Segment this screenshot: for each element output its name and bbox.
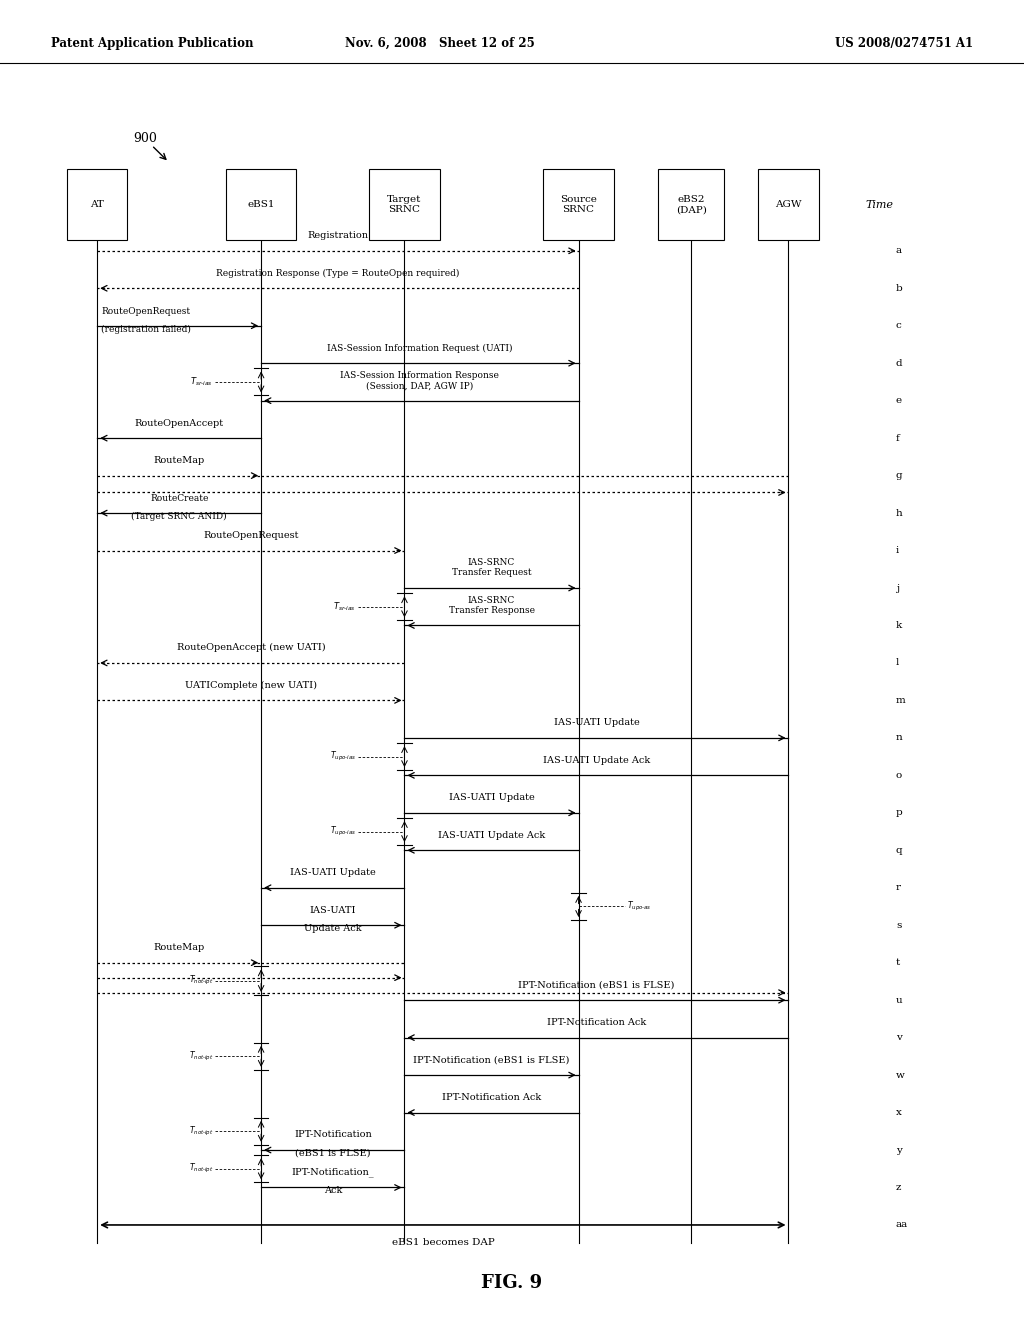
Text: RouteCreate: RouteCreate	[150, 494, 209, 503]
Text: l: l	[896, 659, 899, 668]
Text: i: i	[896, 546, 899, 554]
Text: Update Ack: Update Ack	[304, 924, 361, 933]
Text: Ack: Ack	[324, 1187, 342, 1195]
Text: $T_{not\text{-}ipt}$: $T_{not\text{-}ipt}$	[188, 1162, 213, 1175]
Text: AT: AT	[90, 201, 104, 209]
Text: y: y	[896, 1146, 902, 1155]
Text: eBS1 becomes DAP: eBS1 becomes DAP	[391, 1238, 495, 1247]
Text: $T_{not\text{-}ipt}$: $T_{not\text{-}ipt}$	[188, 974, 213, 987]
Text: FIG. 9: FIG. 9	[481, 1274, 543, 1292]
Text: eBS1: eBS1	[248, 201, 274, 209]
Text: eBS2
(DAP): eBS2 (DAP)	[676, 195, 707, 214]
Text: RouteOpenRequest: RouteOpenRequest	[101, 308, 190, 317]
Text: e: e	[896, 396, 902, 405]
Text: IAS-SRNC
Transfer Response: IAS-SRNC Transfer Response	[449, 595, 535, 615]
Text: u: u	[896, 995, 902, 1005]
Text: p: p	[896, 808, 903, 817]
Text: IAS-UATI Update: IAS-UATI Update	[290, 869, 376, 878]
Text: r: r	[896, 883, 901, 892]
Text: RouteOpenAccept (new UATI): RouteOpenAccept (new UATI)	[176, 643, 326, 652]
Text: US 2008/0274751 A1: US 2008/0274751 A1	[835, 37, 973, 50]
Text: RouteMap: RouteMap	[154, 942, 205, 952]
Text: IPT-Notification (eBS1 is FLSE): IPT-Notification (eBS1 is FLSE)	[414, 1056, 569, 1064]
Text: IAS-UATI Update: IAS-UATI Update	[449, 793, 535, 803]
Text: s: s	[896, 921, 901, 929]
Text: Target
SRNC: Target SRNC	[387, 195, 422, 214]
Text: IPT-Notification_: IPT-Notification_	[292, 1167, 374, 1177]
Text: Registration: Registration	[307, 231, 369, 240]
FancyBboxPatch shape	[543, 169, 613, 240]
Text: UATIComplete (new UATI): UATIComplete (new UATI)	[185, 681, 316, 690]
Text: IAS-SRNC
Transfer Request: IAS-SRNC Transfer Request	[452, 558, 531, 577]
Text: $T_{sr\text{-}ias}$: $T_{sr\text{-}ias}$	[334, 601, 356, 612]
Text: w: w	[896, 1071, 905, 1080]
Text: IAS-UATI: IAS-UATI	[309, 906, 356, 915]
Text: m: m	[896, 696, 906, 705]
FancyBboxPatch shape	[758, 169, 819, 240]
Text: aa: aa	[896, 1221, 908, 1229]
Text: v: v	[896, 1034, 902, 1041]
Text: IPT-Notification Ack: IPT-Notification Ack	[547, 1018, 646, 1027]
Text: z: z	[896, 1183, 901, 1192]
Text: IPT-Notification Ack: IPT-Notification Ack	[442, 1093, 541, 1102]
Text: f: f	[896, 434, 900, 442]
Text: IPT-Notification: IPT-Notification	[294, 1130, 372, 1139]
Text: q: q	[896, 846, 902, 855]
Text: a: a	[896, 247, 902, 255]
Text: n: n	[896, 734, 903, 742]
Text: Source
SRNC: Source SRNC	[560, 195, 597, 214]
Text: j: j	[896, 583, 899, 593]
Text: Nov. 6, 2008   Sheet 12 of 25: Nov. 6, 2008 Sheet 12 of 25	[345, 37, 536, 50]
Text: Patent Application Publication: Patent Application Publication	[51, 37, 254, 50]
FancyBboxPatch shape	[658, 169, 724, 240]
Text: RouteOpenAccept: RouteOpenAccept	[134, 418, 224, 428]
Text: $T_{sr\text{-}ias}$: $T_{sr\text{-}ias}$	[190, 376, 213, 388]
FancyBboxPatch shape	[370, 169, 440, 240]
Text: h: h	[896, 508, 903, 517]
Text: RouteMap: RouteMap	[154, 455, 205, 465]
Text: b: b	[896, 284, 903, 293]
Text: IAS-UATI Update Ack: IAS-UATI Update Ack	[543, 756, 650, 764]
Text: Registration Response (Type = RouteOpen required): Registration Response (Type = RouteOpen …	[216, 268, 460, 277]
Text: c: c	[896, 321, 902, 330]
Text: $T_{upo\text{-}ias}$: $T_{upo\text{-}ias}$	[331, 750, 356, 763]
Text: AGW: AGW	[775, 201, 802, 209]
Text: $T_{upo\text{-}as}$: $T_{upo\text{-}as}$	[627, 900, 651, 913]
Text: g: g	[896, 471, 902, 480]
Text: IAS-Session Information Request (UATI): IAS-Session Information Request (UATI)	[327, 343, 513, 352]
Text: (eBS1 is FLSE): (eBS1 is FLSE)	[295, 1148, 371, 1158]
Text: (registration failed): (registration failed)	[101, 325, 191, 334]
Text: Time: Time	[865, 199, 893, 210]
Text: o: o	[896, 771, 902, 780]
Text: IAS-UATI Update Ack: IAS-UATI Update Ack	[438, 830, 545, 840]
Text: RouteOpenRequest: RouteOpenRequest	[203, 531, 299, 540]
Text: $T_{upo\text{-}ias}$: $T_{upo\text{-}ias}$	[331, 825, 356, 838]
Text: $T_{not\text{-}ipt}$: $T_{not\text{-}ipt}$	[188, 1125, 213, 1138]
Text: t: t	[896, 958, 900, 968]
Text: $T_{not\text{-}ipt}$: $T_{not\text{-}ipt}$	[188, 1049, 213, 1063]
Text: k: k	[896, 620, 902, 630]
Text: IAS-Session Information Response
(Session, DAP, AGW IP): IAS-Session Information Response (Sessio…	[340, 371, 500, 391]
FancyBboxPatch shape	[225, 169, 297, 240]
Text: IAS-UATI Update: IAS-UATI Update	[554, 718, 639, 727]
Text: (Target SRNC ANID): (Target SRNC ANID)	[131, 512, 227, 521]
Text: IPT-Notification (eBS1 is FLSE): IPT-Notification (eBS1 is FLSE)	[518, 981, 675, 990]
FancyBboxPatch shape	[68, 169, 127, 240]
Text: 900: 900	[133, 132, 157, 145]
Text: x: x	[896, 1107, 902, 1117]
Text: d: d	[896, 359, 902, 368]
